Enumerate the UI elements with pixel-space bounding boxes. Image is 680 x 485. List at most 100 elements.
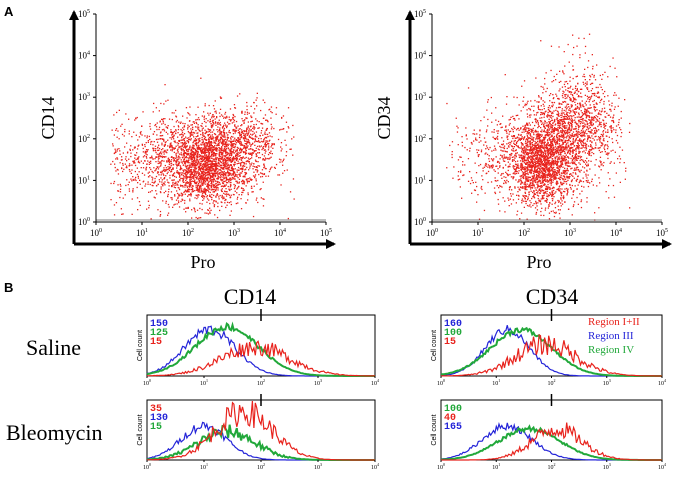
scatter-point <box>228 166 230 169</box>
scatter-point <box>226 144 228 146</box>
scatter-point <box>256 97 258 99</box>
scatter-point <box>252 165 254 167</box>
scatter-point <box>159 215 161 217</box>
scatter-point <box>177 152 179 154</box>
scatter-point <box>163 103 165 105</box>
scatter-point <box>577 184 579 186</box>
scatter-point <box>232 114 235 117</box>
scatter-point <box>543 169 546 171</box>
scatter-point <box>223 180 225 182</box>
scatter-point <box>553 137 555 139</box>
scatter-point <box>191 156 193 159</box>
scatter-point <box>555 171 557 174</box>
scatter-point <box>561 192 563 194</box>
scatter-point <box>282 115 285 117</box>
scatter-point <box>546 193 548 195</box>
scatter-point <box>212 165 214 168</box>
scatter-point <box>539 192 541 194</box>
scatter-point <box>258 149 260 151</box>
scatter-point <box>244 145 246 147</box>
scatter-point <box>197 166 199 168</box>
scatter-point <box>533 176 535 178</box>
scatter-point <box>171 134 173 136</box>
scatter-point <box>226 115 228 118</box>
scatter-point <box>250 137 252 139</box>
scatter-point <box>543 179 545 181</box>
scatter-point <box>536 168 538 170</box>
scatter-point <box>528 145 530 147</box>
scatter-point <box>493 145 496 147</box>
scatter-point <box>208 114 210 116</box>
scatter-point <box>184 186 186 188</box>
scatter-point <box>132 160 134 163</box>
scatter-point <box>158 147 161 150</box>
scatter-point <box>200 77 202 79</box>
scatter-point <box>270 156 272 158</box>
scatter-plot-cd14: 100 101 102 103 104 105100101102103104105ProC… <box>38 9 336 272</box>
scatter-point <box>230 167 233 169</box>
scatter-point <box>183 155 185 157</box>
scatter-point <box>193 131 195 134</box>
scatter-point <box>239 128 241 130</box>
scatter-point <box>231 176 233 179</box>
scatter-point <box>233 119 236 121</box>
scatter-point <box>216 163 218 166</box>
scatter-point <box>599 156 602 158</box>
scatter-point <box>270 128 273 130</box>
scatter-point <box>243 147 245 150</box>
scatter-point <box>525 187 527 189</box>
scatter-point <box>221 162 223 164</box>
scatter-point <box>229 160 231 162</box>
scatter-point <box>215 162 217 164</box>
scatter-point <box>220 164 223 166</box>
scatter-point <box>230 201 232 203</box>
scatter-point <box>243 145 245 147</box>
scatter-point <box>134 164 137 167</box>
scatter-point <box>196 152 199 154</box>
scatter-point <box>503 157 505 159</box>
scatter-point <box>199 184 202 187</box>
scatter-point <box>171 118 173 121</box>
scatter-point <box>235 154 238 157</box>
scatter-point <box>193 121 195 123</box>
scatter-point <box>530 164 532 166</box>
scatter-point <box>213 169 215 171</box>
scatter-point <box>275 163 278 166</box>
scatter-point <box>213 177 215 179</box>
scatter-point <box>249 148 251 150</box>
scatter-point <box>230 194 232 196</box>
scatter-point <box>505 181 507 183</box>
scatter-point <box>263 139 265 141</box>
scatter-point <box>550 151 553 153</box>
scatter-point <box>138 144 140 146</box>
scatter-point <box>140 131 142 133</box>
scatter-point <box>191 164 194 167</box>
scatter-point <box>194 179 196 181</box>
scatter-point <box>226 193 228 195</box>
scatter-point <box>230 143 232 146</box>
scatter-point <box>236 157 238 159</box>
scatter-point <box>156 166 158 168</box>
scatter-point <box>195 183 198 185</box>
scatter-point <box>549 154 552 156</box>
scatter-point <box>207 209 210 211</box>
scatter-point <box>223 131 225 133</box>
scatter-point <box>221 156 223 158</box>
scatter-point <box>551 166 553 169</box>
scatter-point <box>110 182 112 185</box>
scatter-point <box>562 190 565 193</box>
scatter-point <box>523 173 525 175</box>
scatter-point <box>534 162 536 164</box>
scatter-point <box>150 141 152 143</box>
scatter-point <box>230 148 232 150</box>
scatter-point <box>195 167 198 169</box>
scatter-point <box>176 192 179 195</box>
scatter-point <box>212 155 214 157</box>
scatter-point <box>222 140 224 142</box>
scatter-point <box>230 141 233 143</box>
scatter-point <box>187 124 189 126</box>
scatter-point <box>215 155 217 157</box>
scatter-point <box>194 176 197 178</box>
scatter-point <box>547 173 549 175</box>
scatter-point <box>165 190 167 192</box>
